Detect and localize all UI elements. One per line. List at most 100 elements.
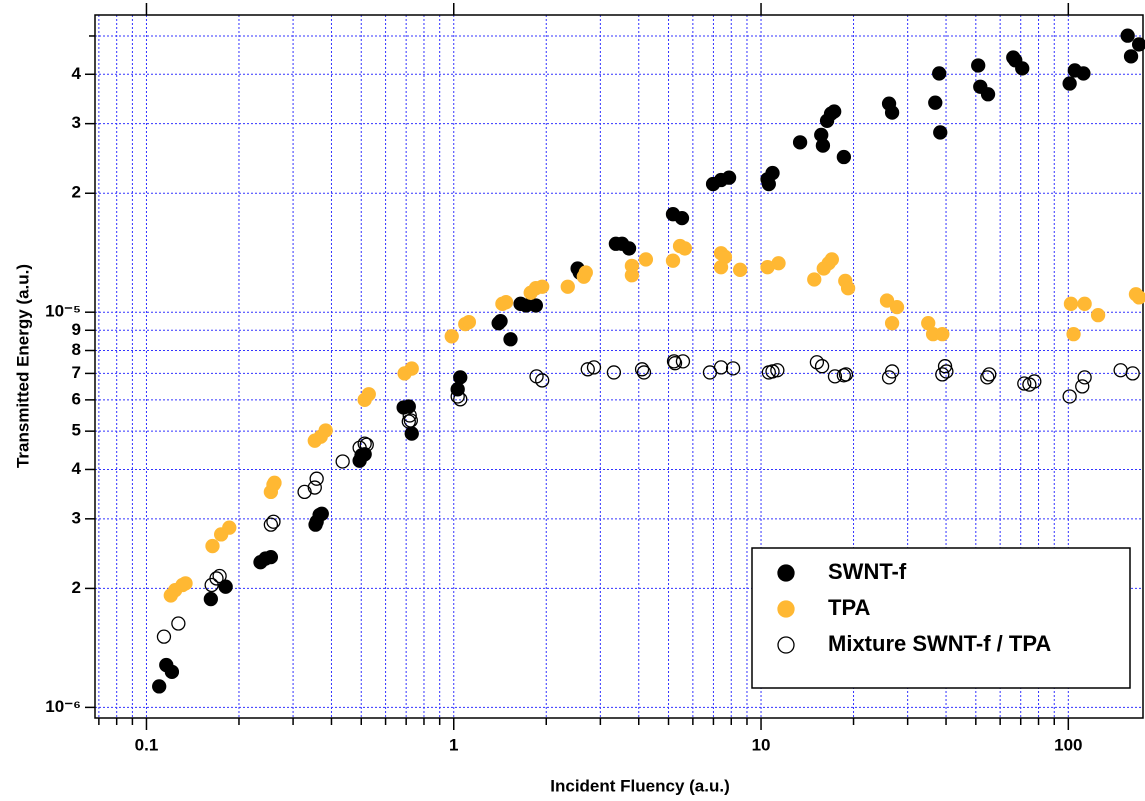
point <box>884 364 900 379</box>
point <box>1113 363 1128 378</box>
legend-label: SWNT-f <box>828 559 907 584</box>
point <box>309 471 324 486</box>
point <box>889 299 905 315</box>
point <box>209 571 224 586</box>
point <box>1125 366 1140 381</box>
point <box>732 262 748 277</box>
point <box>721 170 737 185</box>
point <box>982 367 997 382</box>
point <box>314 506 329 521</box>
y-tick-label: 7 <box>72 363 81 382</box>
point <box>335 454 350 469</box>
point <box>809 355 825 370</box>
point <box>807 272 822 287</box>
point <box>212 568 227 584</box>
point <box>771 256 786 271</box>
plot-frame <box>94 14 1144 719</box>
point <box>1017 376 1032 391</box>
point <box>836 149 852 165</box>
y-tick-label: 10⁻⁵ <box>45 302 81 321</box>
point <box>1062 76 1077 91</box>
point <box>361 387 376 402</box>
point <box>624 258 640 274</box>
point <box>586 360 602 375</box>
point <box>827 369 843 384</box>
y-tick-label: 4 <box>72 459 82 478</box>
point <box>765 165 780 181</box>
point <box>1066 326 1081 342</box>
x-tick-label: 100 <box>1054 735 1082 754</box>
point <box>980 370 995 385</box>
point <box>1077 296 1092 311</box>
legend-marker <box>777 636 795 654</box>
point <box>713 360 729 375</box>
point <box>980 87 996 102</box>
point <box>450 389 465 404</box>
point <box>352 440 367 455</box>
point <box>725 361 741 376</box>
point <box>824 252 839 267</box>
point <box>297 484 312 500</box>
point <box>717 249 733 265</box>
point <box>932 66 947 81</box>
point <box>935 367 950 382</box>
point <box>638 252 654 267</box>
y-tick-label: 9 <box>72 320 81 339</box>
y-tick-label: 2 <box>72 578 81 597</box>
y-axis-title: Transmitted Energy (a.u.) <box>13 264 32 468</box>
point <box>677 241 692 256</box>
point <box>403 413 418 428</box>
point <box>636 365 652 380</box>
point <box>503 332 518 347</box>
point <box>267 475 282 490</box>
point <box>222 520 237 535</box>
point <box>937 359 953 374</box>
y-tick-label: 6 <box>72 389 81 408</box>
point <box>152 679 167 694</box>
point <box>535 279 550 294</box>
point <box>838 367 854 382</box>
point <box>402 408 417 423</box>
point <box>1075 379 1090 394</box>
point <box>1027 374 1042 389</box>
point <box>263 549 279 565</box>
point <box>666 354 682 369</box>
point <box>928 95 943 110</box>
point <box>765 364 780 379</box>
legend-label: Mixture SWNT-f / TPA <box>828 631 1051 656</box>
point <box>164 664 180 680</box>
point <box>205 538 220 554</box>
point <box>528 298 543 313</box>
point <box>675 354 691 369</box>
y-tick-label: 8 <box>72 340 81 359</box>
point <box>1120 28 1135 43</box>
point <box>1076 66 1091 81</box>
point <box>493 314 508 329</box>
point <box>178 576 193 591</box>
point <box>453 370 468 385</box>
point <box>578 265 593 280</box>
point <box>665 253 681 268</box>
x-tick-label: 0.1 <box>135 735 159 754</box>
point <box>770 363 785 378</box>
point <box>621 241 637 256</box>
point <box>674 210 690 226</box>
point <box>266 514 281 529</box>
point <box>1062 389 1077 404</box>
point <box>815 138 831 153</box>
y-tick-label: 4 <box>72 64 82 83</box>
legend: SWNT-f TPA Mixture SWNT-f / TPA <box>751 547 1131 689</box>
point <box>1131 37 1145 52</box>
y-tick-label: 10⁻⁶ <box>45 697 81 716</box>
point <box>560 279 575 294</box>
legend-marker <box>777 564 795 582</box>
point <box>218 579 233 594</box>
point <box>357 436 372 451</box>
point <box>1123 49 1139 64</box>
point <box>827 104 842 119</box>
point <box>884 105 900 120</box>
point <box>933 125 948 140</box>
y-tick-label: 3 <box>72 508 81 527</box>
point <box>606 365 622 380</box>
